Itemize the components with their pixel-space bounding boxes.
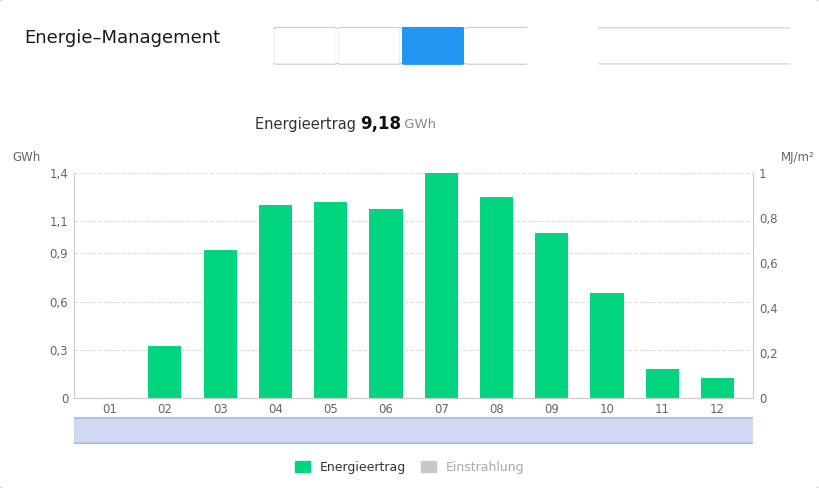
Text: >: > <box>769 39 781 53</box>
Bar <box>204 250 237 398</box>
Text: ∨: ∨ <box>744 40 753 52</box>
FancyBboxPatch shape <box>594 28 794 64</box>
Legend: Energieertrag, Einstrahlung: Energieertrag, Einstrahlung <box>290 456 529 479</box>
FancyBboxPatch shape <box>465 27 528 64</box>
FancyBboxPatch shape <box>68 418 759 443</box>
Text: 9,18: 9,18 <box>360 116 401 133</box>
FancyBboxPatch shape <box>401 27 464 64</box>
Bar <box>259 205 292 398</box>
FancyBboxPatch shape <box>60 417 767 445</box>
Text: Jahr: Jahr <box>421 40 445 52</box>
Text: GWh: GWh <box>400 118 436 131</box>
Bar <box>590 293 623 398</box>
FancyBboxPatch shape <box>337 27 400 64</box>
Text: Tag: Tag <box>295 40 315 52</box>
Bar <box>701 379 734 398</box>
Bar <box>369 208 403 398</box>
Bar <box>314 202 347 398</box>
Text: Monat: Monat <box>351 40 387 52</box>
Bar <box>645 369 679 398</box>
Text: Energieertrag: Energieertrag <box>255 117 360 132</box>
Bar <box>535 233 568 398</box>
Text: <: < <box>615 39 627 53</box>
Text: Energie–Management: Energie–Management <box>25 29 220 47</box>
Text: MJ/m²: MJ/m² <box>781 151 815 164</box>
Bar <box>148 346 182 398</box>
FancyBboxPatch shape <box>274 27 337 64</box>
Text: 2024: 2024 <box>677 40 711 52</box>
Bar <box>480 197 513 398</box>
Text: GWh: GWh <box>12 151 41 164</box>
Bar <box>424 173 458 398</box>
Text: Langzeit: Langzeit <box>472 40 522 52</box>
Text: |||: ||| <box>410 427 417 434</box>
